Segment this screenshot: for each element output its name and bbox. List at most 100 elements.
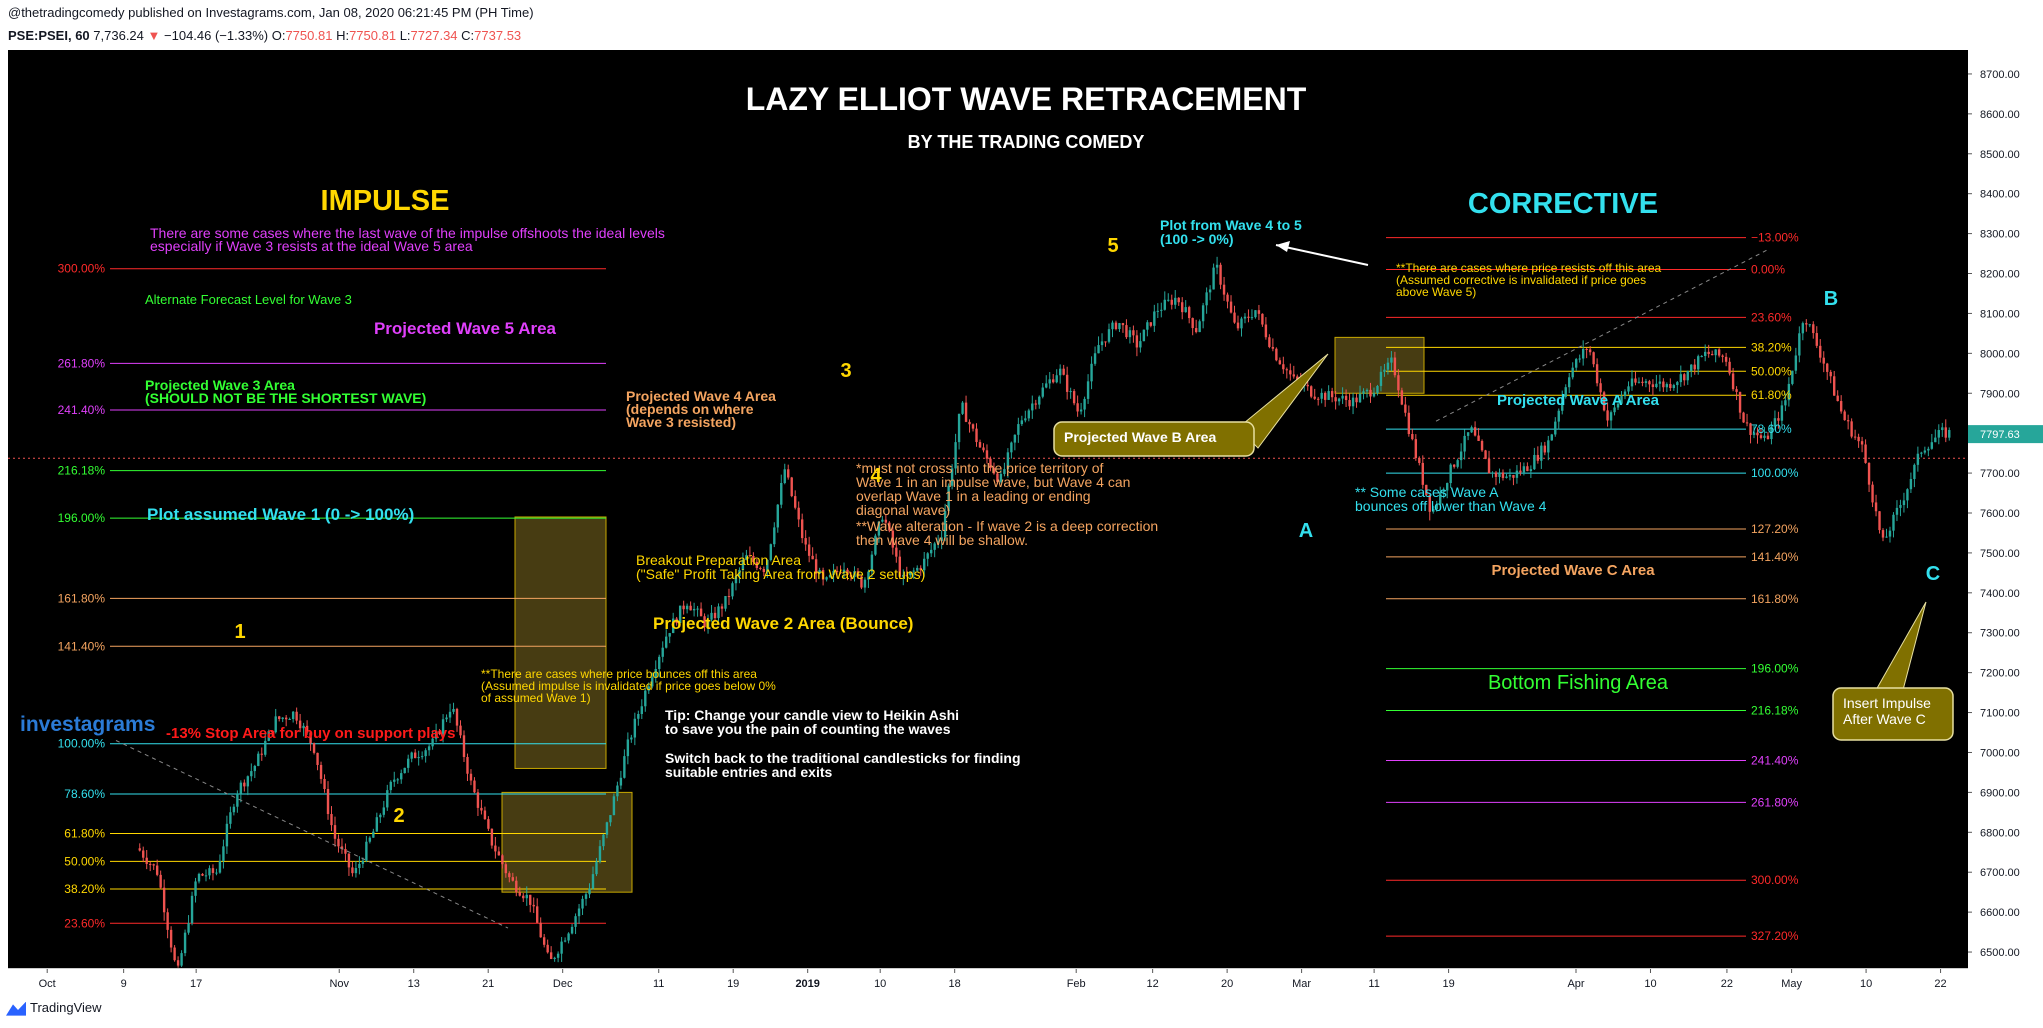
candle-body [842,569,846,573]
candle-body [1285,369,1289,371]
wave-2-label: 2 [393,805,404,827]
corrective-level-label: −13.00% [1751,231,1799,245]
candle-body [923,558,926,571]
candle-body [1839,401,1843,412]
candle-body [487,819,490,829]
price-axis[interactable]: 6500.00 6600.00 6700.00 6800.00 6900.00 7000.… [1968,50,2043,968]
candle-body [281,717,284,719]
candle-body [197,873,201,882]
candle-body [1334,397,1337,402]
candle-body [720,606,724,609]
candle-body [710,612,713,620]
resist-note: above Wave 5) [1396,285,1476,299]
breakout-note: Breakout Preparation Area [636,552,801,568]
candle-body [469,773,473,781]
candle-body [1770,426,1773,440]
candle-body [549,952,553,959]
price-tick-label: 8100.00 [1980,308,2020,320]
candle-body [909,571,912,576]
candle-body [1191,318,1194,329]
price-tick-label: 6500.00 [1980,947,2020,959]
candle-body [1784,400,1787,406]
candle-body [933,543,936,550]
candle-body [1041,387,1044,397]
candle-body [682,605,685,610]
candle-body [389,781,392,791]
candle-body [1867,462,1871,485]
candle-body [1003,469,1006,474]
candle-body [1871,484,1874,503]
candle-body [961,402,964,414]
proj-wavea-label: Projected Wave A Area [1497,392,1660,409]
candle-body [1048,379,1051,384]
candle-body [874,535,877,555]
tradingview-logo[interactable]: TradingView [6,1000,102,1016]
candle-body [769,544,773,560]
candle-body [1571,367,1574,378]
price-tick-label: 7700.00 [1980,468,2020,480]
candle-body [884,519,888,523]
bounce-note: (Assumed impulse is invalidated if price… [481,679,776,693]
candle-body [288,718,291,720]
candle-body [999,473,1003,482]
chart-plot-area[interactable]: 300.00% 261.80% 241.40% 216.18% 196.00% 161.8… [8,50,1968,968]
candle-body [1641,381,1644,383]
candle-body [1672,385,1676,389]
candle-body [337,838,340,847]
candle-body [790,477,793,497]
candle-body [225,823,229,847]
candle-body [626,739,630,757]
candle-body [358,863,361,869]
candle-body [936,541,940,544]
candle-body [860,576,863,588]
candle-body [926,553,929,559]
corrective-level-label: 261.80% [1751,795,1799,809]
candle-body [208,868,211,876]
chart-svg[interactable]: 300.00%261.80%241.40%216.18%196.00%161.8… [8,50,1968,968]
candle-body [804,538,807,545]
candle-body [1086,381,1090,399]
candle-body [1156,310,1160,312]
candle-body [354,868,358,874]
candle-body [1379,371,1383,386]
candle-body [1404,404,1407,413]
candle-body [584,894,588,899]
corrective-level-label: 23.60% [1751,310,1792,324]
proj-wave3-label: Projected Wave 3 Area [145,377,295,393]
open-value: 7750.81 [285,28,333,43]
symbol-bar: PSE:PSEI, 60 7,736.24 ▼ −104.46 (−1.33%)… [8,28,521,43]
high-label: H: [336,28,350,43]
candle-body [1606,410,1609,421]
proj-wave4-label: Projected Wave 4 Area [626,388,776,404]
candle-body [434,730,438,739]
candle-body [1358,393,1362,403]
plot-wave1-label: Plot assumed Wave 1 (0 -> 100%) [147,505,414,524]
candle-body [302,725,305,729]
candle-body [1791,370,1794,384]
candle-body [1634,378,1637,383]
candle-body [204,875,208,877]
candle-body [755,562,759,568]
time-axis[interactable]: Oct 9 17 Nov 13 21 Dec 11 19 2019 10 18 Feb 12 20 Mar 11… [8,968,1968,995]
candle-body [766,559,769,573]
wave1-trendline [115,740,509,929]
candle-body [971,424,975,429]
symbol[interactable]: PSE:PSEI, 60 [8,28,90,43]
candle-body [898,556,902,577]
candle-body [1330,391,1334,398]
close-value: 7737.53 [474,28,522,43]
candle-body [1038,396,1041,405]
candle-body [1386,362,1390,370]
candle-body [1930,442,1934,449]
candle-body [1494,472,1498,477]
candle-body [752,556,755,563]
candle-body [689,605,692,611]
candle-body [1693,364,1696,370]
candle-body [1644,381,1648,383]
candle-body [978,442,982,448]
candle-body [1118,323,1121,330]
candle-body [982,447,985,451]
candle-body [365,841,368,861]
candle-body [783,469,786,484]
candle-body [1602,392,1606,411]
